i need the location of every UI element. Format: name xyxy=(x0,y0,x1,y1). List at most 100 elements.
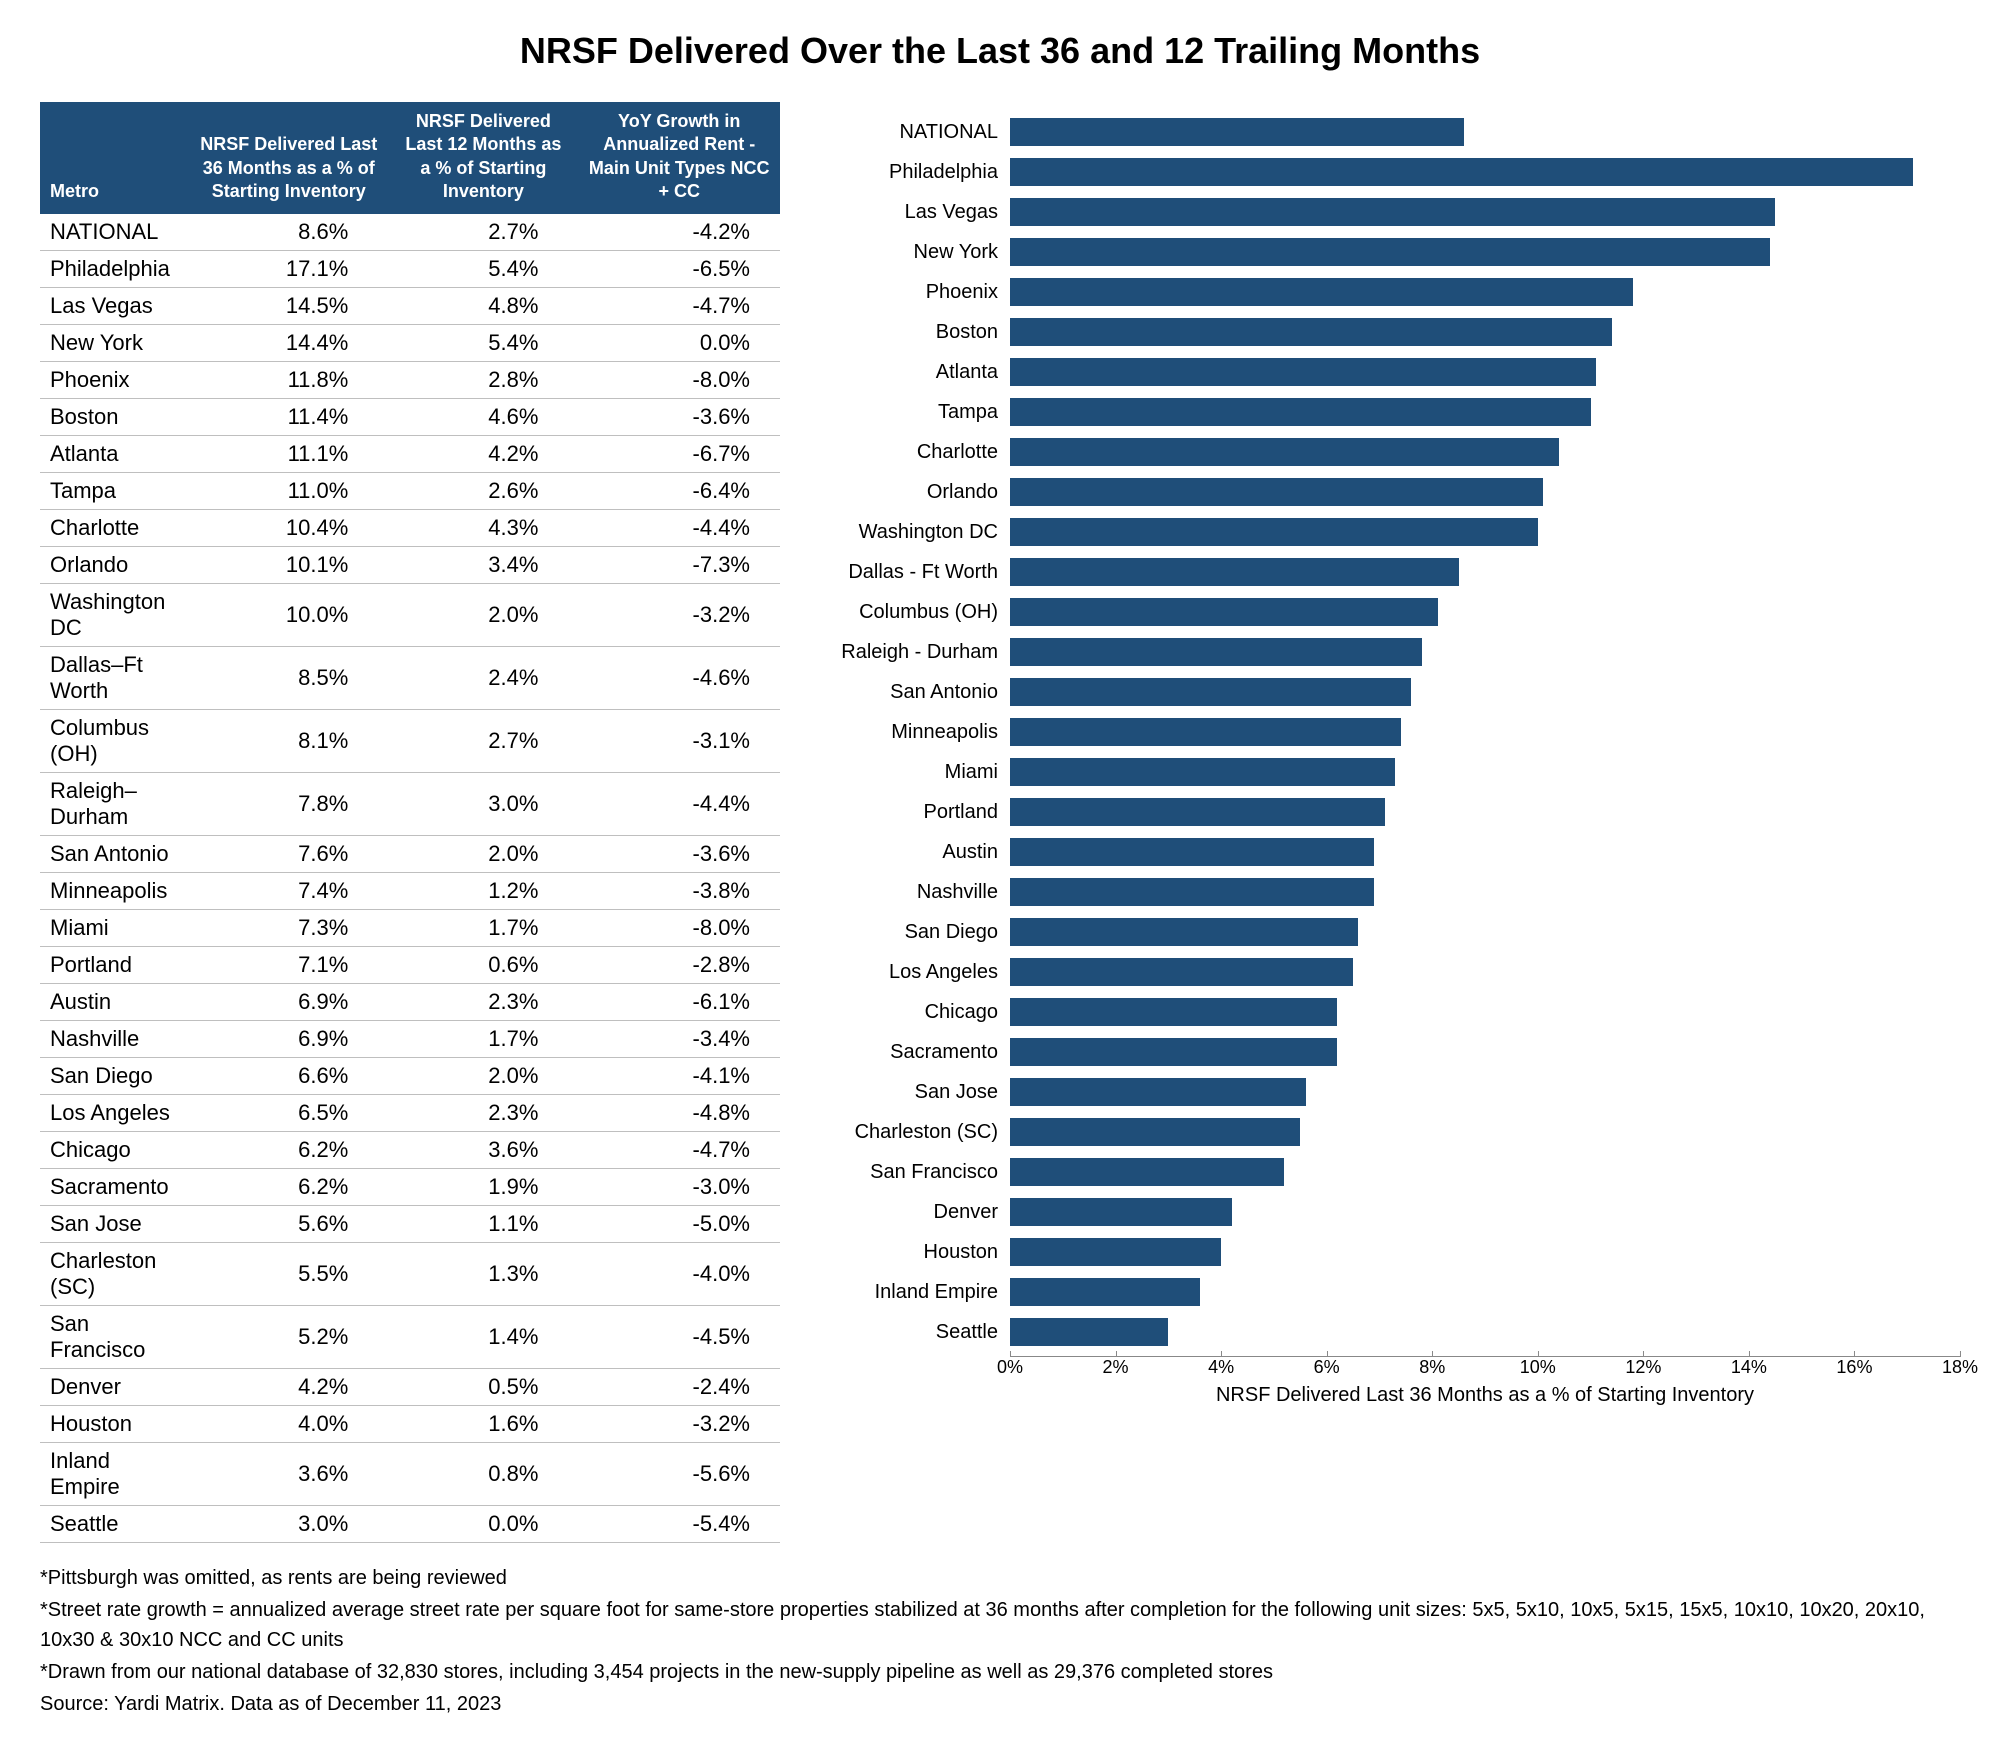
table-row: San Francisco5.2%1.4%-4.5% xyxy=(40,1305,780,1368)
cell-metro: Atlanta xyxy=(40,435,189,472)
bar-label: Boston xyxy=(810,321,1010,344)
cell-12mo: 5.4% xyxy=(388,250,578,287)
bar-label: Tampa xyxy=(810,401,1010,424)
table-row: Nashville6.9%1.7%-3.4% xyxy=(40,1020,780,1057)
cell-metro: Los Angeles xyxy=(40,1094,189,1131)
cell-yoy: -4.6% xyxy=(578,646,780,709)
table-row: Washington DC10.0%2.0%-3.2% xyxy=(40,583,780,646)
bar-row: NATIONAL xyxy=(810,112,1960,152)
table-row: San Diego6.6%2.0%-4.1% xyxy=(40,1057,780,1094)
cell-metro: Sacramento xyxy=(40,1168,189,1205)
bar-row: Chicago xyxy=(810,992,1960,1032)
cell-yoy: -4.0% xyxy=(578,1242,780,1305)
table-row: Seattle3.0%0.0%-5.4% xyxy=(40,1505,780,1542)
cell-36mo: 6.6% xyxy=(189,1057,388,1094)
bar xyxy=(1010,958,1353,986)
table-row: Inland Empire3.6%0.8%-5.6% xyxy=(40,1442,780,1505)
cell-12mo: 5.4% xyxy=(388,324,578,361)
cell-yoy: -5.6% xyxy=(578,1442,780,1505)
cell-metro: Houston xyxy=(40,1405,189,1442)
table-row: Los Angeles6.5%2.3%-4.8% xyxy=(40,1094,780,1131)
bar xyxy=(1010,638,1422,666)
bar-row: Inland Empire xyxy=(810,1272,1960,1312)
cell-12mo: 2.4% xyxy=(388,646,578,709)
table-row: Austin6.9%2.3%-6.1% xyxy=(40,983,780,1020)
bar-row: Raleigh - Durham xyxy=(810,632,1960,672)
bar-track xyxy=(1010,1032,1960,1072)
bar-row: Houston xyxy=(810,1232,1960,1272)
cell-yoy: -7.3% xyxy=(578,546,780,583)
bar-row: Miami xyxy=(810,752,1960,792)
bar-track xyxy=(1010,552,1960,592)
cell-36mo: 8.6% xyxy=(189,214,388,251)
col-header-yoy: YoY Growth in Annualized Rent - Main Uni… xyxy=(578,102,780,214)
cell-yoy: -4.7% xyxy=(578,287,780,324)
bar xyxy=(1010,198,1775,226)
bar-label: Atlanta xyxy=(810,361,1010,384)
bar-track xyxy=(1010,112,1960,152)
bar-label: Inland Empire xyxy=(810,1281,1010,1304)
cell-metro: Columbus (OH) xyxy=(40,709,189,772)
bar xyxy=(1010,798,1385,826)
table-row: Chicago6.2%3.6%-4.7% xyxy=(40,1131,780,1168)
axis-tick: 8% xyxy=(1419,1357,1445,1378)
bar-label: Portland xyxy=(810,801,1010,824)
bar-row: Sacramento xyxy=(810,1032,1960,1072)
cell-36mo: 11.1% xyxy=(189,435,388,472)
cell-metro: Denver xyxy=(40,1368,189,1405)
axis-tick: 18% xyxy=(1942,1357,1978,1378)
cell-36mo: 6.9% xyxy=(189,983,388,1020)
bar-row: Los Angeles xyxy=(810,952,1960,992)
cell-36mo: 3.0% xyxy=(189,1505,388,1542)
bar-track xyxy=(1010,1152,1960,1192)
table-row: Charleston (SC)5.5%1.3%-4.0% xyxy=(40,1242,780,1305)
axis-tick: 16% xyxy=(1836,1357,1872,1378)
bar xyxy=(1010,278,1633,306)
cell-12mo: 1.6% xyxy=(388,1405,578,1442)
cell-36mo: 14.5% xyxy=(189,287,388,324)
cell-yoy: -6.4% xyxy=(578,472,780,509)
cell-metro: Orlando xyxy=(40,546,189,583)
bar-row: Columbus (OH) xyxy=(810,592,1960,632)
table-row: Dallas–Ft Worth8.5%2.4%-4.6% xyxy=(40,646,780,709)
bar-track xyxy=(1010,752,1960,792)
bar-label: Seattle xyxy=(810,1321,1010,1344)
bar-label: San Diego xyxy=(810,921,1010,944)
cell-36mo: 11.0% xyxy=(189,472,388,509)
bar-track xyxy=(1010,1232,1960,1272)
cell-metro: Las Vegas xyxy=(40,287,189,324)
cell-metro: San Jose xyxy=(40,1205,189,1242)
bar xyxy=(1010,1158,1284,1186)
bar-track xyxy=(1010,232,1960,272)
bar-track xyxy=(1010,712,1960,752)
bar-row: Austin xyxy=(810,832,1960,872)
cell-12mo: 2.0% xyxy=(388,583,578,646)
bar-label: Charleston (SC) xyxy=(810,1121,1010,1144)
bar-track xyxy=(1010,1112,1960,1152)
col-header-12mo: NRSF Delivered Last 12 Months as a % of … xyxy=(388,102,578,214)
cell-36mo: 6.5% xyxy=(189,1094,388,1131)
axis-tick: 0% xyxy=(997,1357,1023,1378)
cell-metro: Charleston (SC) xyxy=(40,1242,189,1305)
cell-36mo: 8.1% xyxy=(189,709,388,772)
bar xyxy=(1010,358,1596,386)
bar-track xyxy=(1010,792,1960,832)
bar-label: Chicago xyxy=(810,1001,1010,1024)
bar xyxy=(1010,1318,1168,1346)
table-row: Tampa11.0%2.6%-6.4% xyxy=(40,472,780,509)
bar-track xyxy=(1010,432,1960,472)
bar-track xyxy=(1010,512,1960,552)
table-row: Phoenix11.8%2.8%-8.0% xyxy=(40,361,780,398)
bar-label: Philadelphia xyxy=(810,161,1010,184)
cell-12mo: 1.4% xyxy=(388,1305,578,1368)
cell-12mo: 4.2% xyxy=(388,435,578,472)
bar-row: San Francisco xyxy=(810,1152,1960,1192)
bar-label: New York xyxy=(810,241,1010,264)
main-content: Metro NRSF Delivered Last 36 Months as a… xyxy=(40,102,1960,1543)
bar xyxy=(1010,1278,1200,1306)
cell-yoy: -4.8% xyxy=(578,1094,780,1131)
cell-yoy: -3.6% xyxy=(578,398,780,435)
bar-chart: NATIONALPhiladelphiaLas VegasNew YorkPho… xyxy=(810,102,1960,1407)
data-table: Metro NRSF Delivered Last 36 Months as a… xyxy=(40,102,780,1543)
cell-yoy: -5.4% xyxy=(578,1505,780,1542)
